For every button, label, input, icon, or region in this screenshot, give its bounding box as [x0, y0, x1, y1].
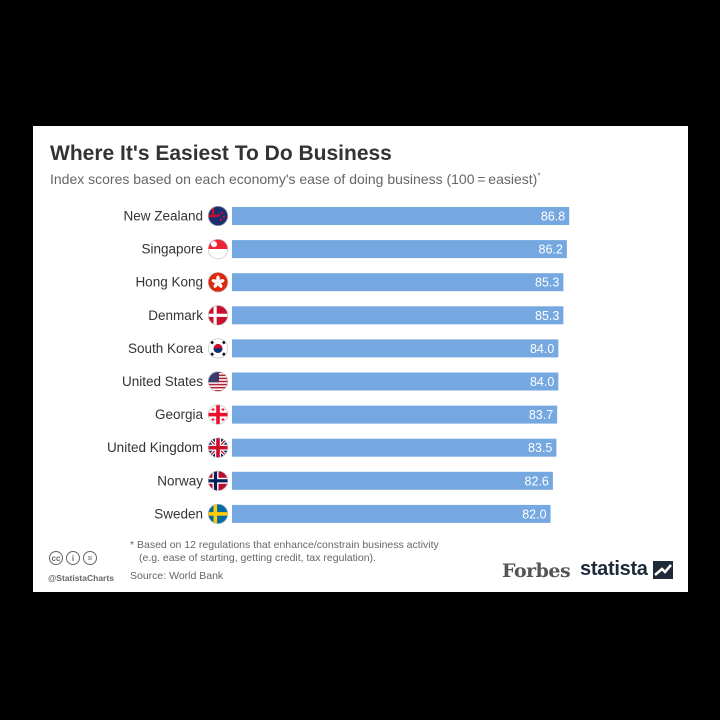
norway-flag-icon — [208, 470, 229, 491]
bar-value-label: 82.0 — [522, 507, 546, 521]
hong-kong-flag-icon — [208, 272, 229, 293]
no-derivatives-icon: = — [83, 551, 97, 565]
attribution-icon: i — [66, 551, 80, 565]
bar-value-label: 86.2 — [539, 243, 563, 257]
subtitle-text: Index scores based on each economy's eas… — [50, 171, 538, 187]
category-label: Singapore — [141, 242, 203, 257]
united-states-flag-icon — [208, 371, 229, 392]
category-label: Denmark — [148, 308, 203, 323]
bar-row: United States 84.0 — [122, 371, 559, 392]
source-note: Source: World Bank — [130, 570, 224, 582]
chart-card: Where It's Easiest To Do Business Index … — [33, 126, 688, 592]
footnote: * Based on 12 regulations that enhance/c… — [130, 539, 439, 565]
bar-value-label: 85.3 — [535, 276, 559, 290]
bar — [232, 438, 557, 457]
bar-value-label: 82.6 — [525, 474, 549, 488]
bar — [232, 471, 553, 490]
bar — [232, 240, 567, 259]
bar-row: Sweden 82.0 — [154, 503, 551, 524]
bar — [232, 339, 559, 358]
bar-value-label: 83.7 — [529, 408, 553, 422]
category-label: New Zealand — [123, 209, 203, 224]
bar-value-label: 83.5 — [528, 441, 552, 455]
category-label: Georgia — [155, 407, 204, 422]
bar-value-label: 84.0 — [530, 375, 554, 389]
bar — [232, 207, 570, 225]
singapore-flag-icon — [208, 239, 229, 260]
denmark-flag-icon — [208, 305, 229, 326]
category-label: United Kingdom — [107, 440, 203, 455]
license-icons: cc i = — [49, 551, 97, 565]
united-kingdom-flag-icon — [208, 437, 229, 458]
bar-value-label: 86.8 — [541, 210, 565, 224]
bar-row: Singapore 86.2 — [141, 239, 567, 260]
bar-row: Denmark 85.3 — [148, 305, 564, 326]
bar-value-label: 84.0 — [530, 342, 554, 356]
footnote-line-1: * Based on 12 regulations that enhance/c… — [130, 539, 439, 551]
sweden-flag-icon — [208, 503, 229, 524]
bar-row: Norway 82.6 — [157, 470, 553, 491]
bar — [232, 273, 564, 292]
bar — [232, 504, 551, 523]
statista-logo: statista — [580, 558, 673, 581]
chart-title: Where It's Easiest To Do Business — [50, 142, 392, 165]
bar-row: New Zealand 86.8 — [123, 206, 570, 226]
bar — [232, 372, 559, 391]
category-label: United States — [122, 374, 203, 389]
bar-chart: New Zealand 86.8 Singapore 86.2 Hong Kong 85.… — [107, 206, 570, 524]
chart-subtitle: Index scores based on each economy's eas… — [50, 171, 540, 187]
bar-row: Hong Kong 85.3 — [135, 272, 564, 293]
category-label: South Korea — [128, 341, 204, 356]
bar-row: Georgia 83.7 — [155, 404, 558, 425]
new-zealand-flag-icon — [208, 206, 229, 226]
bar — [232, 405, 558, 424]
bar-value-label: 85.3 — [535, 309, 559, 323]
georgia-flag-icon — [208, 404, 229, 425]
footnote-line-2: (e.g. ease of starting, getting credit, … — [139, 552, 376, 564]
category-label: Hong Kong — [135, 275, 203, 290]
statista-logo-text: statista — [580, 558, 648, 580]
category-label: Sweden — [154, 506, 203, 521]
bar-row: South Korea 84.0 — [128, 338, 559, 359]
bar-row: United Kingdom 83.5 — [107, 437, 557, 458]
category-label: Norway — [157, 473, 203, 488]
statista-handle: @StatistaCharts — [48, 573, 114, 583]
south-korea-flag-icon — [208, 338, 229, 359]
forbes-logo: Forbes — [502, 560, 571, 582]
bar — [232, 306, 564, 325]
creative-commons-icon: cc — [49, 551, 63, 565]
subtitle-footnote-mark: * — [537, 171, 541, 181]
statista-logo-icon — [652, 560, 673, 579]
